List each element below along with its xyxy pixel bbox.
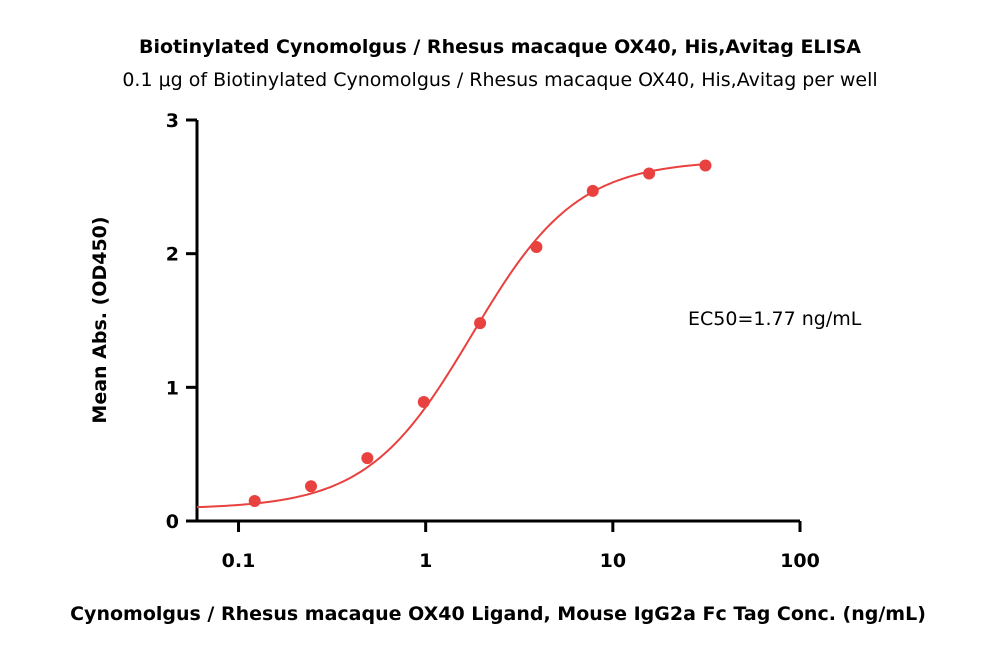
tick-labels: 0 1 2 3 0.1 1 10 100 (166, 110, 820, 572)
data-point (305, 480, 318, 493)
fit-curve-group (196, 163, 706, 509)
y-tick-label: 0 (166, 511, 179, 533)
data-point (474, 317, 487, 330)
chart-subtitle: 0.1 μg of Biotinylated Cynomolgus / Rhes… (122, 69, 877, 91)
data-point (248, 494, 261, 507)
x-tick-label: 1 (419, 550, 432, 572)
x-axis-label: Cynomolgus / Rhesus macaque OX40 Ligand,… (70, 603, 926, 625)
x-tick-label: 10 (600, 550, 626, 572)
chart-title: Biotinylated Cynomolgus / Rhesus macaque… (139, 36, 861, 58)
y-tick-label: 2 (166, 244, 179, 266)
fit-curve (196, 163, 706, 509)
data-point (417, 396, 430, 409)
data-point (643, 167, 656, 180)
data-point (361, 452, 374, 465)
data-point (699, 159, 712, 172)
data-points (248, 159, 712, 507)
data-point (530, 240, 543, 253)
y-tick-label: 1 (166, 377, 179, 399)
ec50-annotation: EC50=1.77 ng/mL (688, 308, 862, 330)
x-tick-label: 100 (780, 550, 820, 572)
y-axis-label: Mean Abs. (OD450) (89, 216, 111, 423)
x-tick-label: 0.1 (222, 550, 256, 572)
data-point (586, 184, 599, 197)
axes (186, 118, 802, 532)
y-tick-label: 3 (166, 110, 179, 132)
